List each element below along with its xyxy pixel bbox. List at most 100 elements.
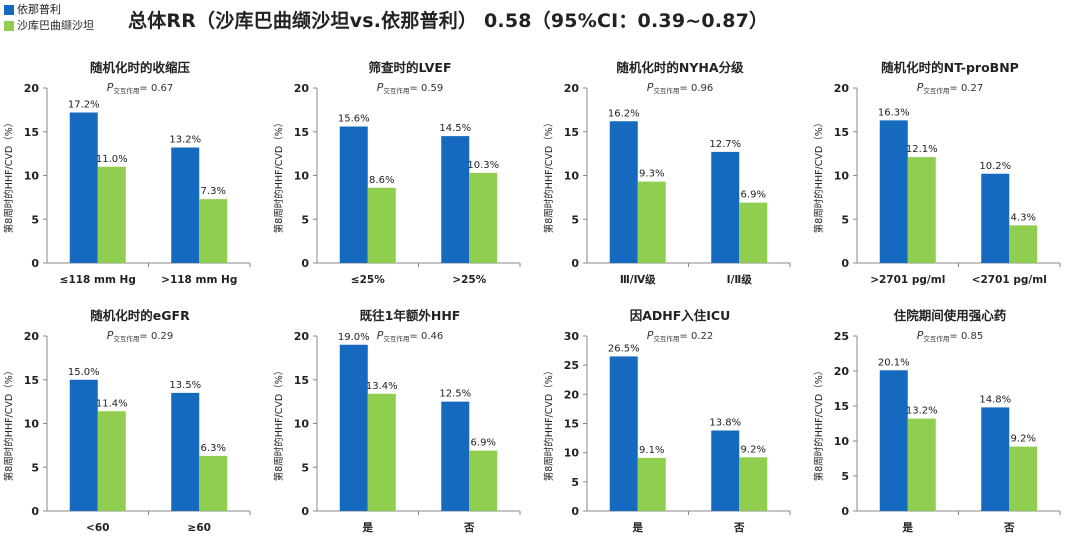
p-symbol: P [377,81,384,94]
data-label: 10.3% [467,160,499,171]
y-axis-label: 第8周时的HHF/CVD（%） [273,366,285,481]
bar [69,112,98,263]
y-tick-label: 0 [31,505,39,518]
y-axis-label: 第8周时的HHF/CVD（%） [813,118,825,233]
y-axis-label: 第8周时的HHF/CVD（%） [543,118,555,233]
bar [469,450,498,511]
y-tick-label: 5 [571,213,579,226]
data-label: 19.0% [338,332,370,343]
y-tick-label: 15 [834,400,849,413]
x-tick-label: Ⅰ/Ⅱ级 [727,273,753,286]
p-symbol: P [647,329,654,342]
y-tick-label: 5 [301,213,309,226]
x-tick-label: 否 [463,522,475,534]
bar [879,120,908,263]
chart-title: 既往1年额外HHF [360,308,461,323]
bar [171,392,200,511]
bar [469,172,498,263]
x-tick-label: 是 [902,522,914,534]
chart-panel-1: 随机化时的收缩压 P交互作用= 0.67 第8周时的HHF/CVD（%） 0 5 10 15… [0,52,270,290]
x-tick-label: ≥60 [188,522,211,534]
data-label: 14.8% [979,394,1011,405]
p-subscript: 交互作用 [113,334,139,343]
bar [711,151,740,263]
bar [69,379,98,511]
data-label: 17.2% [68,100,100,111]
chart-svg: 住院期间使用强心药 P交互作用= 0.85 第8周时的HHF/CVD（%） 0 5 10 1… [813,308,1061,534]
p-interaction: P交互作用= 0.27 [917,81,983,95]
y-tick-label: 10 [294,170,310,183]
y-tick-label: 10 [24,170,40,183]
x-tick-label: >118 mm Hg [161,274,237,286]
y-tick-label: 0 [571,505,579,518]
y-tick-label: 5 [31,213,39,226]
p-symbol: P [107,329,114,342]
p-subscript: 交互作用 [383,334,409,343]
y-tick-label: 20 [564,388,580,401]
x-tick-label: ≤25% [351,274,385,286]
p-interaction: P交互作用= 0.67 [107,81,173,95]
chart-panel-8: 住院期间使用强心药 P交互作用= 0.85 第8周时的HHF/CVD（%） 0 5 10 1… [810,300,1080,538]
p-interaction: P交互作用= 0.96 [647,81,713,95]
y-axis-label: 第8周时的HHF/CVD（%） [3,118,15,233]
data-label: 8.6% [369,175,394,186]
x-tick-label: 是 [632,522,644,534]
bar [441,401,470,511]
data-label: 26.5% [608,343,640,354]
data-label: 12.5% [439,389,471,400]
p-value: = 0.29 [139,331,173,342]
p-value: = 0.46 [409,331,443,342]
y-tick-label: 5 [301,461,309,474]
bar [339,126,368,263]
y-tick-label: 15 [834,126,849,139]
p-value: = 0.96 [679,83,713,94]
y-tick-label: 0 [841,257,849,270]
p-value: = 0.27 [949,83,983,94]
y-tick-label: 0 [301,257,309,270]
chart-title: 因ADHF入住ICU [630,308,731,323]
chart-panel-4: 随机化时的NT-proBNP P交互作用= 0.27 第8周时的HHF/CVD（%）… [810,52,1080,290]
data-label: 6.9% [471,438,496,449]
y-tick-label: 10 [564,170,580,183]
data-label: 12.1% [906,144,938,155]
chart-title: 随机化时的NT-proBNP [881,60,1019,75]
chart-svg: 随机化时的NT-proBNP P交互作用= 0.27 第8周时的HHF/CVD（%）… [813,60,1061,286]
x-tick-label: 否 [733,522,745,534]
x-tick-label: >2701 pg/ml [870,274,945,286]
p-subscript: 交互作用 [113,86,139,95]
bar [97,166,126,263]
p-symbol: P [107,81,114,94]
y-tick-label: 20 [294,330,310,343]
bar [97,411,126,511]
bar [981,407,1010,511]
p-symbol: P [917,81,924,94]
legend-swatch-sacubitril-valsartan [4,21,14,31]
y-tick-label: 5 [571,476,579,489]
bar [637,457,666,511]
y-tick-label: 10 [294,418,310,431]
data-label: 16.3% [878,107,910,118]
bar [367,393,396,511]
data-label: 12.7% [709,139,741,150]
p-subscript: 交互作用 [383,86,409,95]
data-label: 9.1% [639,445,664,456]
data-label: 20.1% [878,357,910,368]
p-value: = 0.59 [409,83,443,94]
data-label: 7.3% [201,186,226,197]
chart-svg: 随机化时的收缩压 P交互作用= 0.67 第8周时的HHF/CVD（%） 0 5 10 15… [3,60,251,286]
y-tick-label: 10 [834,435,850,448]
y-tick-label: 15 [294,126,309,139]
p-interaction: P交互作用= 0.22 [647,329,713,343]
data-label: 11.0% [96,154,128,165]
y-tick-label: 15 [564,126,579,139]
y-tick-label: 20 [834,82,850,95]
chart-panel-6: 既往1年额外HHF P交互作用= 0.46 第8周时的HHF/CVD（%） 0 5 10 1… [270,300,540,538]
p-value: = 0.85 [949,331,983,342]
x-tick-label: <60 [86,522,109,534]
bar [171,147,200,263]
chart-svg: 随机化时的eGFR P交互作用= 0.29 第8周时的HHF/CVD（%） 0 5 10 1… [3,308,251,534]
data-label: 15.0% [68,367,100,378]
y-tick-label: 0 [571,257,579,270]
data-label: 13.2% [169,135,201,146]
legend: 依那普利 沙库巴曲缬沙坦 [4,2,94,34]
